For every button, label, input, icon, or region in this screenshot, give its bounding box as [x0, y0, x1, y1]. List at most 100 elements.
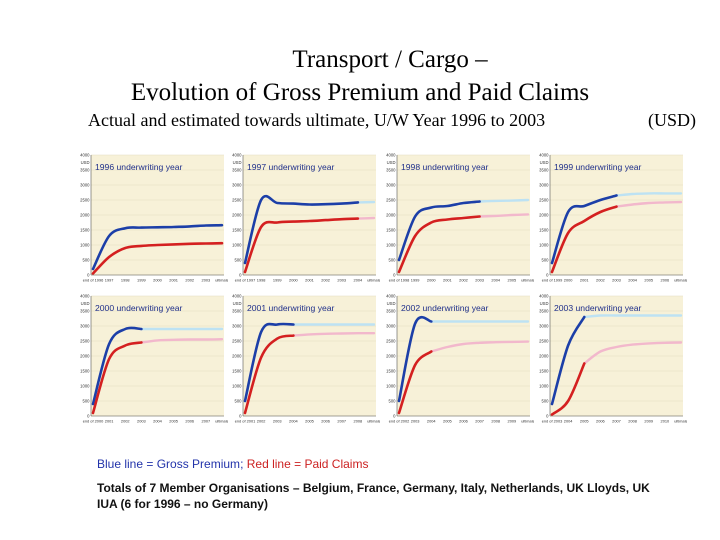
- series-line-claims-estimate: [478, 213, 530, 218]
- y-axis-label: USD: [387, 160, 396, 165]
- y-tick-label: 0: [87, 414, 90, 419]
- x-tick-label: 2010: [661, 419, 670, 424]
- x-tick-label: ultimate: [674, 419, 687, 424]
- chart-title: 2000 underwriting year: [95, 303, 183, 313]
- y-tick-label: 1500: [539, 228, 549, 233]
- y-tick-label: 1000: [80, 384, 90, 389]
- y-tick-label: 500: [389, 258, 397, 263]
- y-tick-label: 0: [393, 414, 396, 419]
- x-tick-label: 1999: [137, 278, 146, 283]
- chart-panel-0: 0 500 1000 1500 2000 2500 3000 3500 4000 USD end o…: [80, 153, 228, 283]
- x-tick-label: end of 1996: [83, 278, 104, 283]
- chart-panel-4: 0 500 1000 1500 2000 2500 3000 3500 4000 USD end o…: [80, 294, 228, 424]
- series-line-premium: [243, 322, 295, 403]
- y-tick-label: 500: [235, 258, 243, 263]
- x-tick-label: 2002: [257, 419, 266, 424]
- x-tick-label: 2008: [628, 419, 637, 424]
- y-tick-label: 0: [87, 273, 90, 278]
- series-line-claims: [243, 334, 295, 415]
- x-tick-label: 2009: [508, 419, 517, 424]
- x-tick-label: 2000: [427, 278, 436, 283]
- chart-panel-6: 0 500 1000 1500 2000 2500 3000 3500 4000 USD end o…: [386, 294, 534, 424]
- x-tick-label: 2005: [169, 419, 178, 424]
- page-subtitle: Actual and estimated towards ultimate, U…: [88, 110, 546, 130]
- y-tick-label: 3500: [386, 168, 396, 173]
- y-tick-label: 4000: [386, 294, 396, 299]
- series-line-premium: [91, 326, 143, 406]
- x-tick-label: 2002: [321, 278, 330, 283]
- y-tick-label: 0: [239, 273, 242, 278]
- x-tick-label: 2001: [443, 278, 452, 283]
- legend: Blue line = Gross Premium; Red line = Pa…: [97, 457, 368, 471]
- y-tick-label: 2000: [80, 213, 90, 218]
- y-tick-label: 0: [546, 273, 549, 278]
- series-line-premium-estimate: [615, 192, 683, 197]
- chart-title: 2002 underwriting year: [401, 303, 489, 313]
- x-tick-label: 2000: [153, 278, 162, 283]
- series-line-premium-estimate: [583, 314, 683, 319]
- x-tick-label: 1998: [121, 278, 130, 283]
- y-tick-label: 1500: [232, 369, 242, 374]
- series-line-claims-estimate: [430, 340, 530, 353]
- x-tick-label: 1997: [105, 278, 114, 283]
- x-tick-label: 2004: [153, 419, 162, 424]
- x-tick-label: 2003: [273, 419, 282, 424]
- y-tick-label: 3500: [539, 309, 549, 314]
- y-tick-label: 1500: [539, 369, 549, 374]
- x-tick-label: 2000: [564, 278, 573, 283]
- y-tick-label: 0: [546, 414, 549, 419]
- y-tick-label: 500: [542, 258, 550, 263]
- y-tick-label: 500: [542, 399, 550, 404]
- x-tick-label: 2001: [305, 278, 314, 283]
- y-axis-label: USD: [233, 301, 242, 306]
- y-tick-label: 2500: [539, 339, 549, 344]
- x-tick-label: ultimate: [674, 278, 687, 283]
- y-axis-label: USD: [81, 160, 90, 165]
- y-tick-label: 1000: [232, 384, 242, 389]
- series-line-claims-estimate: [292, 332, 376, 337]
- x-tick-label: 2007: [202, 419, 211, 424]
- y-tick-label: 4000: [232, 294, 242, 299]
- x-tick-label: end of 2000: [83, 419, 104, 424]
- x-tick-label: 2002: [596, 278, 605, 283]
- y-tick-label: 3000: [539, 183, 549, 188]
- chart-panel-5: 0 500 1000 1500 2000 2500 3000 3500 4000 USD end o…: [232, 294, 380, 424]
- y-tick-label: 1000: [539, 384, 549, 389]
- series-line-premium: [91, 223, 224, 271]
- y-tick-label: 1000: [80, 243, 90, 248]
- series-line-claims: [91, 341, 143, 415]
- chart-title: 1998 underwriting year: [401, 162, 489, 172]
- chart-panel-2: 0 500 1000 1500 2000 2500 3000 3500 4000 USD end o…: [386, 153, 534, 283]
- x-tick-label: ultimate: [367, 419, 380, 424]
- y-tick-label: 1000: [232, 243, 242, 248]
- series-line-claims: [397, 350, 433, 415]
- y-tick-label: 2500: [539, 198, 549, 203]
- y-tick-label: 2500: [232, 198, 242, 203]
- legend-claims: Red line = Paid Claims: [246, 457, 369, 471]
- x-tick-label: 2006: [185, 419, 194, 424]
- x-tick-label: ultimate: [521, 278, 534, 283]
- series-line-premium: [550, 315, 586, 406]
- y-tick-label: 4000: [539, 153, 549, 158]
- y-tick-label: 4000: [80, 153, 90, 158]
- x-tick-label: 2004: [564, 419, 573, 424]
- y-tick-label: 2000: [232, 213, 242, 218]
- x-tick-label: 2007: [475, 419, 484, 424]
- y-tick-label: 1500: [386, 369, 396, 374]
- series-line-claims-estimate: [615, 200, 683, 208]
- y-tick-label: 3000: [232, 324, 242, 329]
- chart-panel-3: 0 500 1000 1500 2000 2500 3000 3500 4000 USD end o…: [539, 153, 687, 283]
- x-tick-label: 2006: [459, 419, 468, 424]
- x-tick-label: 2004: [289, 419, 298, 424]
- series-line-premium-estimate: [478, 198, 530, 203]
- y-tick-label: 500: [389, 399, 397, 404]
- x-tick-label: 2004: [354, 278, 363, 283]
- x-tick-label: 1999: [273, 278, 282, 283]
- series-line-premium: [243, 194, 360, 265]
- x-tick-label: 2006: [661, 278, 670, 283]
- y-tick-label: 4000: [80, 294, 90, 299]
- series-line-claims-estimate: [583, 341, 683, 365]
- y-axis-label: USD: [387, 301, 396, 306]
- y-tick-label: 4000: [539, 294, 549, 299]
- x-tick-label: 2003: [411, 419, 420, 424]
